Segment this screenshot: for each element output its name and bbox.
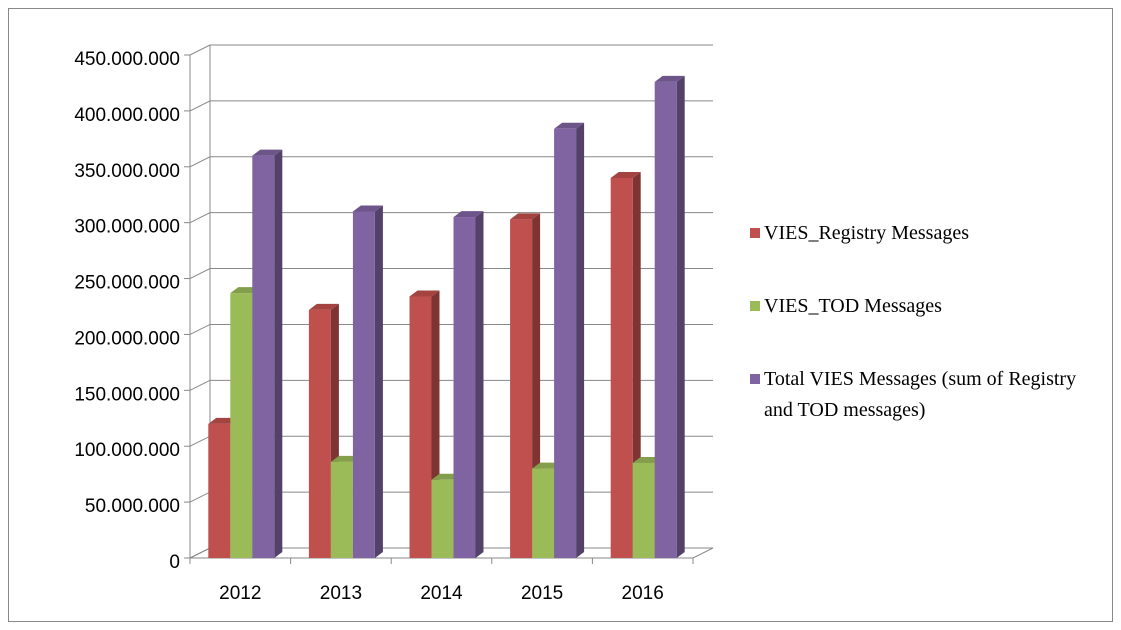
x-tick-label: 2013	[320, 583, 362, 604]
y-tick-label: 200.000.000	[74, 328, 180, 349]
bar-front	[453, 217, 476, 559]
y-tick-label: 250.000.000	[74, 273, 180, 294]
bar-front	[308, 309, 331, 558]
bar	[453, 211, 484, 559]
bar-side	[676, 75, 685, 559]
y-tick-label: 350.000.000	[74, 161, 180, 182]
bar-front	[252, 155, 275, 558]
bar-top	[352, 205, 383, 212]
legend-label: VIES_TOD Messages	[764, 295, 942, 317]
legend-line: and TOD messages)	[764, 399, 925, 421]
y-tick-label: 100.000.000	[74, 440, 180, 461]
grid-line	[189, 323, 713, 335]
bar-side	[475, 211, 484, 559]
bar	[654, 75, 685, 559]
bar-front	[330, 461, 353, 558]
y-tick-label: 50.000.000	[85, 496, 180, 517]
y-tick-label: 400.000.000	[74, 105, 180, 126]
legend-line: Total VIES Messages (sum of Registry	[764, 368, 1076, 390]
bar-top	[510, 213, 541, 220]
bar	[352, 205, 383, 558]
bar-side	[274, 149, 283, 558]
legend-swatch	[750, 228, 760, 238]
x-tick-label: 2012	[219, 583, 261, 604]
bar-front	[510, 219, 533, 558]
x-tick-label: 2016	[622, 583, 664, 604]
bar-top	[409, 290, 440, 297]
y-tick-label: 150.000.000	[74, 384, 180, 405]
bar-side	[576, 122, 585, 559]
grid-line	[189, 212, 713, 224]
bar-front	[532, 468, 555, 558]
bar-front	[554, 128, 577, 559]
grid-line	[189, 156, 713, 168]
bar-front	[230, 293, 253, 558]
bar-front	[409, 296, 432, 558]
grid-line	[189, 100, 713, 112]
grid-line	[189, 379, 713, 391]
bar	[252, 149, 283, 558]
bar-top	[252, 149, 283, 156]
bar	[554, 122, 585, 559]
legend-swatch	[750, 374, 760, 384]
y-tick-label: 450.000.000	[74, 49, 180, 70]
legend-label: Total VIES Messages (sum of Registry and …	[764, 368, 1076, 421]
bar-top	[453, 211, 484, 218]
bar-front	[431, 479, 454, 558]
legend-line: VIES_Registry Messages	[764, 222, 969, 244]
bar-front	[208, 423, 231, 558]
bar-front	[632, 462, 655, 558]
bar-top	[654, 75, 685, 82]
x-tick-label: 2015	[521, 583, 563, 604]
bar-front	[654, 81, 677, 559]
legend-swatch	[750, 301, 760, 311]
bar-top	[554, 122, 585, 129]
legend-line: VIES_TOD Messages	[764, 295, 942, 317]
bar-side	[374, 205, 383, 558]
x-tick-label: 2014	[420, 583, 463, 604]
y-tick-label: 0	[169, 552, 180, 573]
bar	[308, 303, 339, 558]
grid-line	[189, 44, 713, 56]
legend-label: VIES_Registry Messages	[764, 222, 969, 244]
y-tick-label: 300.000.000	[74, 217, 180, 238]
bar-top	[610, 171, 641, 178]
bar-front	[610, 177, 633, 558]
bar-top	[308, 303, 339, 310]
grid-line	[189, 268, 713, 280]
bar-front	[352, 211, 375, 558]
